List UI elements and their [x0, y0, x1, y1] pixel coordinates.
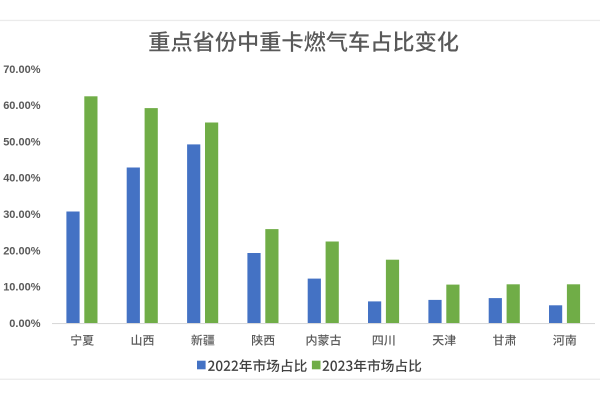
svg-text:30.00%: 30.00%	[3, 209, 41, 221]
svg-text:70.00%: 70.00%	[3, 64, 41, 76]
svg-text:60.00%: 60.00%	[3, 100, 41, 112]
svg-text:10.00%: 10.00%	[3, 282, 41, 294]
svg-text:50.00%: 50.00%	[3, 136, 41, 148]
svg-text:0.00%: 0.00%	[9, 318, 40, 330]
svg-text:40.00%: 40.00%	[3, 173, 41, 185]
svg-text:20.00%: 20.00%	[3, 245, 41, 257]
